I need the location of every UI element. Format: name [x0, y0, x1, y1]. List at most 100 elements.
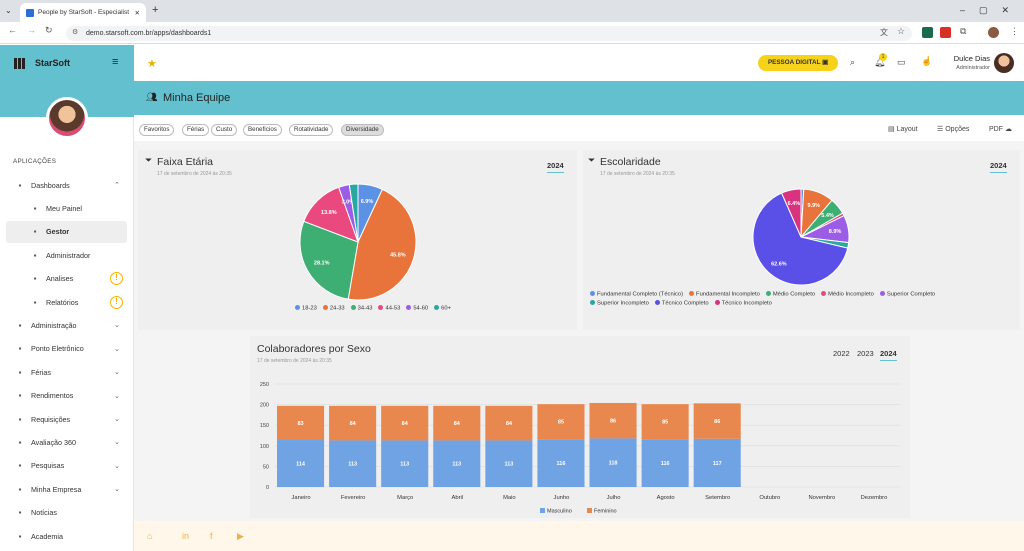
bar-feminino[interactable]: [589, 402, 637, 439]
bookmark-star-icon[interactable]: ☆: [897, 26, 906, 36]
legend-item[interactable]: 54-60: [406, 305, 428, 312]
filter-icon[interactable]: ⏷: [145, 155, 153, 165]
sidebar-item-gestor[interactable]: ▪ Gestor: [6, 220, 127, 243]
year-tab-2024[interactable]: 2024: [880, 349, 897, 361]
bar-feminino[interactable]: [433, 405, 481, 441]
messages-icon[interactable]: ▭: [897, 57, 906, 67]
url-input[interactable]: demo.starsoft.com.br/apps/dashboards1: [66, 26, 912, 41]
bar-masculino[interactable]: [433, 440, 481, 487]
pie-slice[interactable]: [752, 192, 849, 286]
bar-feminino[interactable]: [381, 405, 429, 441]
sidebar-item-administrador[interactable]: ▪ Administrador: [0, 244, 134, 266]
filter-icon[interactable]: ⏷: [588, 155, 596, 165]
browser-tab[interactable]: People by StarSoft - Especialist ✕: [20, 3, 146, 22]
legend-item[interactable]: Fundamental Completo (Técnico): [590, 291, 683, 298]
bar-masculino[interactable]: [589, 438, 637, 487]
sidebar-item-avalia-o-360[interactable]: ▪ Avaliação 360 ⌄: [0, 431, 134, 453]
bar-masculino[interactable]: [329, 440, 377, 487]
youtube-icon[interactable]: ▶: [237, 531, 244, 541]
profile-avatar-icon[interactable]: [988, 27, 999, 38]
pie-slice[interactable]: [347, 188, 417, 301]
tab-menu-icon[interactable]: ⌄: [5, 6, 12, 15]
sidebar-toggle-icon[interactable]: ≡: [112, 56, 119, 68]
tab-rotatividade[interactable]: Rotatividade: [289, 124, 334, 136]
legend-item[interactable]: Médio Completo: [765, 291, 815, 298]
legend-item[interactable]: Fundamental Incompleto: [689, 291, 760, 298]
options-action[interactable]: ☰ Opções: [937, 125, 969, 133]
legend-item[interactable]: Superior Incompleto: [590, 299, 649, 306]
pdf-action[interactable]: PDF ☁: [989, 125, 1012, 133]
back-icon[interactable]: ←: [8, 25, 17, 35]
reload-icon[interactable]: ↻: [45, 25, 53, 35]
site-info-icon[interactable]: ⚙: [72, 29, 79, 36]
bar-feminino[interactable]: [329, 405, 377, 441]
sidebar-item-rendimentos[interactable]: ▪ Rendimentos ⌄: [0, 385, 134, 407]
sidebar-item-pesquisas[interactable]: ▪ Pesquisas ⌄: [0, 455, 134, 477]
year-tab-2024[interactable]: 2024: [990, 161, 1007, 173]
bar-feminino[interactable]: [693, 403, 741, 439]
bar-masculino[interactable]: [693, 438, 741, 487]
translate-icon[interactable]: 文: [880, 28, 888, 37]
browser-menu-icon[interactable]: ⋮: [1010, 26, 1019, 36]
legend-item[interactable]: 34-43: [350, 305, 372, 312]
user-avatar[interactable]: [46, 97, 88, 139]
sidebar-item-f-rias[interactable]: ▪ Férias ⌄: [0, 361, 134, 383]
new-tab-icon[interactable]: +: [152, 4, 159, 16]
sidebar-item-ponto-eletr-nico[interactable]: ▪ Ponto Eletrônico ⌄: [0, 338, 134, 360]
bar-masculino[interactable]: [537, 439, 585, 487]
sidebar-item-relat-rios[interactable]: ▪ Relatórios!: [0, 291, 134, 313]
linkedin-icon[interactable]: in: [182, 531, 190, 541]
tab-custo[interactable]: Custo: [211, 124, 238, 136]
legend-item[interactable]: Superior Completo: [879, 291, 935, 298]
facebook-icon[interactable]: f: [210, 531, 213, 541]
bar-masculino[interactable]: [277, 440, 325, 487]
search-icon[interactable]: ⌕: [850, 57, 856, 67]
sidebar-item-minha-empresa[interactable]: ▪ Minha Empresa ⌄: [0, 478, 134, 500]
pie-slice[interactable]: [780, 188, 802, 238]
year-tab-2023[interactable]: 2023: [857, 349, 874, 358]
slice-label: 13.8%: [321, 210, 337, 216]
legend-item[interactable]: Médio Incompleto: [821, 291, 874, 298]
pie-slice[interactable]: [299, 220, 359, 300]
extensions-puzzle-icon[interactable]: ⧉: [960, 26, 967, 36]
bar-masculino[interactable]: [641, 439, 689, 487]
header-avatar[interactable]: [994, 53, 1014, 73]
legend-item[interactable]: 44-53: [378, 305, 400, 312]
legend-item[interactable]: Técnico Incompleto: [714, 299, 772, 306]
legend-item[interactable]: 60+: [434, 305, 451, 312]
touch-icon[interactable]: ☝: [921, 56, 933, 66]
legend-item[interactable]: Técnico Completo: [654, 299, 709, 306]
bar-feminino[interactable]: [641, 404, 689, 440]
legend-item[interactable]: 18-23: [295, 305, 317, 312]
tab-favoritos[interactable]: Favoritos: [139, 124, 175, 136]
favorite-star-icon[interactable]: ★: [147, 58, 157, 70]
sidebar-item-academia[interactable]: ▪ Academia: [0, 525, 134, 547]
bar-masculino[interactable]: [485, 440, 533, 487]
tab-diversidade[interactable]: Diversidade: [341, 124, 384, 136]
bar-feminino[interactable]: [485, 405, 533, 441]
sidebar-item-analises[interactable]: ▪ Analises!: [0, 268, 134, 290]
bar-feminino[interactable]: [277, 405, 325, 441]
home-icon[interactable]: ⌂: [147, 531, 153, 541]
layout-action[interactable]: ▤ Layout: [888, 125, 918, 133]
sidebar-item-not-cias[interactable]: ▪ Notícias: [0, 502, 134, 524]
tab-f-rias[interactable]: Férias: [182, 124, 210, 136]
pessoa-digital-button[interactable]: PESSOA DIGITAL ▣: [758, 55, 838, 71]
legend-item[interactable]: 24-33: [322, 305, 345, 312]
forward-icon[interactable]: →: [27, 25, 36, 35]
bar-masculino[interactable]: [381, 440, 429, 487]
sidebar-item-administra-o[interactable]: ▪ Administração ⌄: [0, 314, 134, 336]
bar-feminino[interactable]: [537, 404, 585, 440]
sidebar-item-meu-painel[interactable]: ▪ Meu Painel: [0, 197, 134, 219]
extension-new-icon[interactable]: [940, 27, 951, 38]
window-controls[interactable]: –▢✕: [960, 5, 1024, 15]
year-tab-2022[interactable]: 2022: [833, 349, 850, 358]
extension-icon[interactable]: [922, 27, 933, 38]
sidebar-item-requisi-es[interactable]: ▪ Requisições ⌄: [0, 408, 134, 430]
pie-slice[interactable]: [348, 183, 359, 243]
close-tab-icon[interactable]: ✕: [134, 9, 140, 17]
sidebar-item-dashboards[interactable]: ▪ Dashboards ⌃: [0, 174, 134, 196]
tab-benef-cios[interactable]: Benefícios: [243, 124, 282, 136]
bell-icon[interactable]: 🔔︎: [874, 57, 886, 67]
year-tab-2024[interactable]: 2024: [547, 161, 564, 173]
